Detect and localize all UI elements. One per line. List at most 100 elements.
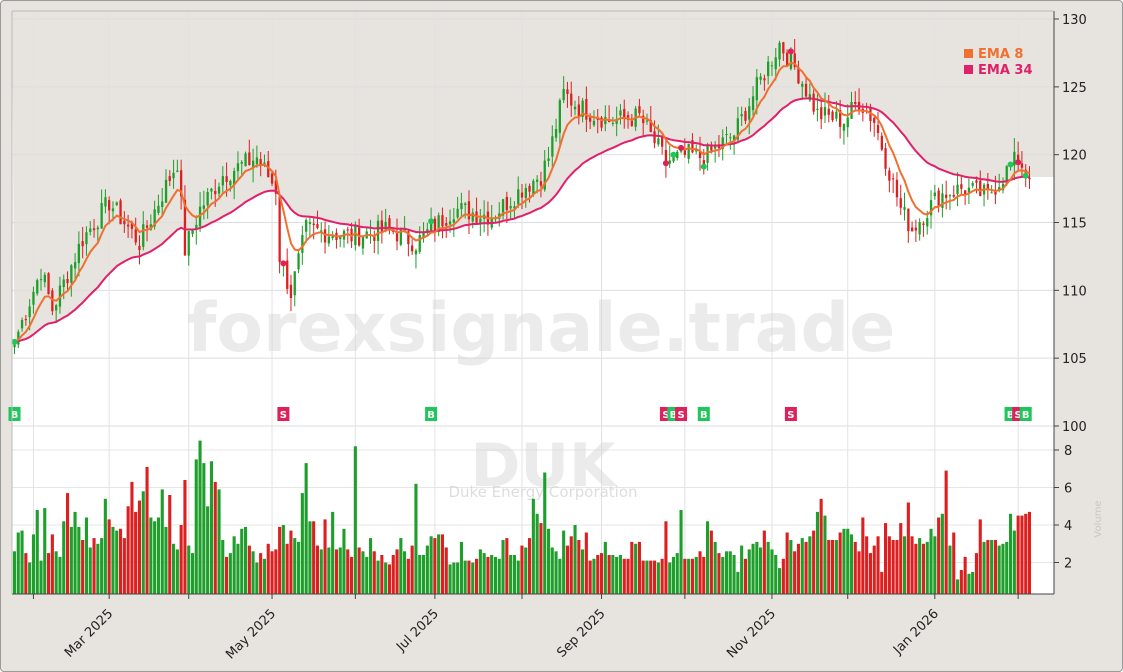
volume-bar — [247, 545, 251, 594]
volume-bar — [944, 470, 948, 594]
volume-bar — [967, 573, 971, 595]
volume-bar — [615, 556, 619, 594]
candle — [244, 151, 247, 167]
candle — [373, 230, 376, 254]
candle — [376, 214, 380, 255]
candle-body — [28, 306, 31, 318]
date-tick-label: Mar 2025 — [62, 606, 116, 660]
signal-marker — [675, 407, 688, 421]
signal-label: B — [11, 410, 19, 421]
volume-bar — [315, 545, 319, 594]
candle-body — [812, 93, 815, 112]
volume-bar — [175, 549, 179, 594]
volume-bar — [789, 540, 793, 594]
volume-bar — [531, 498, 535, 595]
candle-body — [778, 42, 781, 60]
candle — [20, 317, 24, 332]
volume-bar — [134, 511, 138, 594]
candle-body — [104, 197, 107, 207]
candle-body — [664, 150, 668, 164]
candle — [85, 226, 88, 256]
candle — [558, 98, 561, 147]
candle — [426, 222, 429, 236]
candle — [729, 132, 732, 150]
volume-bar — [974, 553, 978, 594]
candle-body — [846, 117, 849, 128]
candle-body — [464, 203, 467, 206]
candle-body — [244, 153, 247, 167]
volume-bar — [903, 536, 907, 595]
candle — [922, 221, 925, 237]
volume-bar — [698, 551, 702, 595]
volume-bar — [550, 547, 554, 594]
candle-body — [373, 235, 376, 241]
candle — [1017, 141, 1020, 172]
candle-body — [316, 224, 319, 228]
candle — [914, 219, 917, 242]
signal-dot — [700, 163, 707, 170]
candle-body — [964, 190, 967, 196]
volume-bar — [384, 562, 388, 594]
volume-bar — [168, 495, 172, 594]
volume-bar — [952, 532, 956, 594]
candle-body — [782, 42, 785, 54]
volume-bar — [262, 558, 266, 595]
candle — [979, 170, 982, 197]
volume-bar — [198, 440, 202, 594]
volume-bar — [369, 538, 373, 594]
candle — [804, 76, 808, 99]
volume-bar — [471, 562, 475, 594]
volume-bar — [130, 481, 134, 594]
candle-body — [740, 114, 743, 117]
candle-body — [361, 237, 365, 249]
candle-body — [214, 191, 217, 195]
volume-bar — [528, 538, 532, 594]
candle-body — [937, 190, 940, 206]
volume-bar — [838, 532, 842, 594]
candle — [127, 214, 130, 238]
candle-body — [649, 120, 652, 132]
volume-bar — [202, 463, 206, 594]
volume-bar — [668, 562, 672, 594]
candle — [206, 188, 209, 219]
volume-bar — [687, 558, 691, 595]
candle-body — [225, 176, 228, 182]
volume-bar — [119, 528, 123, 595]
volume-bar — [524, 547, 528, 594]
candle-body — [411, 245, 414, 252]
volume-bar — [172, 543, 176, 595]
candle — [778, 40, 781, 67]
candle — [725, 126, 728, 146]
volume-tick-label: 8 — [1064, 444, 1072, 459]
candle-body — [172, 172, 175, 179]
volume-bar — [831, 540, 835, 594]
candle-body — [127, 224, 130, 227]
candle-body — [892, 178, 895, 180]
volume-bar — [406, 558, 410, 595]
candle — [759, 73, 762, 85]
candle — [933, 184, 936, 200]
candle — [74, 253, 77, 282]
signal-label: S — [787, 410, 794, 421]
candle — [187, 231, 190, 266]
candle-body — [706, 144, 709, 163]
candle — [119, 198, 122, 225]
candle — [411, 239, 414, 255]
candle — [964, 190, 967, 205]
volume-bar — [1009, 513, 1013, 595]
volume-bar — [554, 551, 558, 595]
volume-bar — [641, 560, 645, 594]
candle — [820, 100, 823, 130]
volume-bar — [899, 523, 903, 594]
volume-bar — [1024, 513, 1028, 595]
volume-bar — [706, 521, 710, 595]
candle — [81, 226, 84, 259]
candle — [168, 170, 171, 187]
volume-bar — [346, 549, 350, 594]
candle — [297, 250, 300, 274]
candle-body — [274, 180, 277, 194]
candle — [520, 184, 524, 210]
candle-body — [388, 218, 391, 228]
volume-bar — [429, 536, 433, 595]
